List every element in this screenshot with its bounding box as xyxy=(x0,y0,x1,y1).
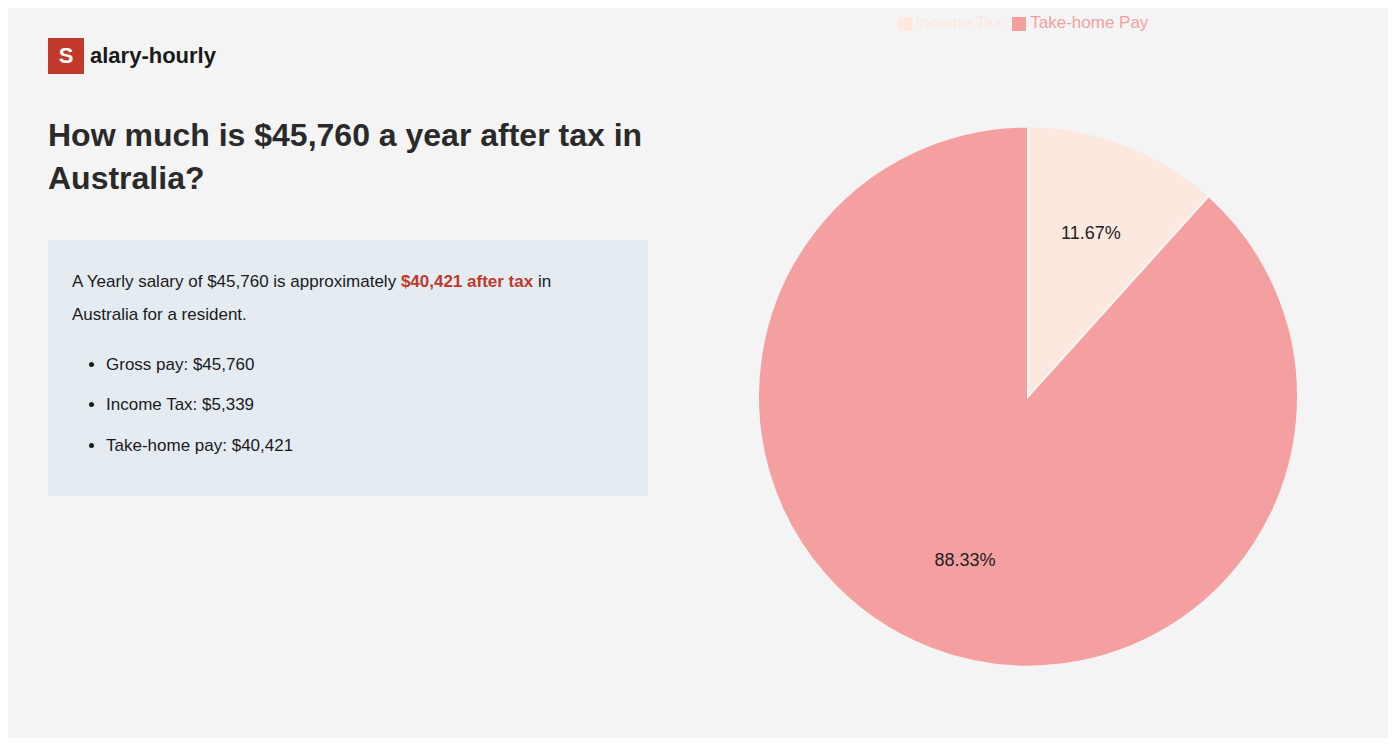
html-text:Gross pay: $45,760: Gross pay: $45,760 xyxy=(106,355,255,374)
html-text:S: S xyxy=(58,43,74,68)
html-text:Australia?: Australia? xyxy=(48,160,205,197)
html-text:alary-hourly: alary-hourly xyxy=(90,43,216,68)
html-text:Income Tax: Income Tax xyxy=(915,13,1003,32)
html-text:A Yearly salary of $45,760 is: A Yearly salary of $45,760 is approximat… xyxy=(72,272,552,292)
svg-text:11.67%: 11.67% xyxy=(1061,223,1121,243)
html-text:Australia for a resident.: Australia for a resident. xyxy=(72,304,247,324)
html-text:How much is $45,760 a year aft: How much is $45,760 a year after tax in xyxy=(48,117,643,153)
html-text:Take-home Pay: Take-home Pay xyxy=(1030,13,1149,32)
html-text:Take-home pay: $40,421: Take-home pay: $40,421 xyxy=(106,435,294,455)
html-text:Income Tax: $5,339: Income Tax: $5,339 xyxy=(106,395,255,415)
svg-text:88.33%: 88.33% xyxy=(935,550,996,570)
